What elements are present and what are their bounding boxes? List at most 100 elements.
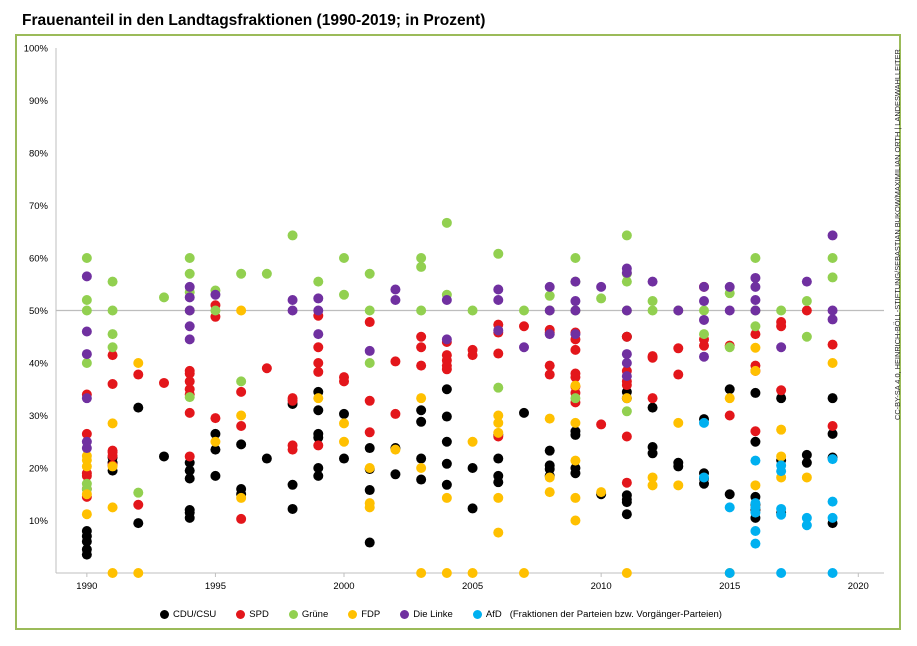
point-spd	[81, 428, 92, 439]
point-die-linke	[750, 272, 761, 283]
point-fdp	[133, 358, 144, 368]
point-spd	[313, 342, 324, 353]
point-die-linke	[184, 305, 195, 316]
point-fdp	[621, 393, 632, 404]
point-die-linke	[621, 349, 632, 360]
point-grüne	[827, 272, 838, 283]
point-cdu-csu	[287, 503, 298, 514]
point-spd	[210, 413, 221, 424]
legend-label: CDU/CSU	[173, 608, 217, 620]
point-fdp	[81, 450, 92, 461]
point-die-linke	[801, 276, 812, 287]
point-spd	[621, 431, 632, 442]
point-spd	[287, 393, 298, 404]
point-spd	[750, 426, 761, 437]
point-grüne	[81, 478, 92, 489]
point-cdu-csu	[750, 436, 761, 447]
point-fdp	[210, 436, 221, 447]
legend-item-grüne: Grüne	[288, 609, 328, 620]
x-tick-label: 1990	[76, 581, 97, 592]
point-cdu-csu	[493, 453, 504, 464]
point-fdp	[236, 492, 247, 503]
point-die-linke	[313, 293, 324, 304]
point-cdu-csu	[313, 470, 324, 481]
point-cdu-csu	[184, 465, 195, 476]
point-fdp	[596, 487, 607, 498]
point-cdu-csu	[313, 463, 324, 473]
point-fdp	[673, 417, 684, 428]
point-fdp	[724, 393, 735, 404]
point-grüne	[236, 376, 247, 387]
point-afd	[776, 503, 787, 514]
point-die-linke	[621, 305, 632, 316]
point-cdu-csu	[339, 453, 349, 464]
point-fdp	[493, 410, 504, 421]
y-tick-label: 60%	[29, 254, 49, 265]
point-spd	[184, 384, 195, 395]
point-die-linke	[570, 329, 581, 340]
point-grüne	[287, 230, 298, 241]
point-spd	[236, 386, 247, 397]
legend-marker	[348, 609, 358, 619]
point-spd	[673, 343, 684, 354]
point-cdu-csu	[441, 436, 452, 447]
legend-item-cdu-csu: CDU/CSU	[160, 609, 216, 620]
point-fdp	[673, 480, 684, 491]
point-fdp	[467, 436, 478, 447]
point-spd	[467, 344, 478, 355]
point-die-linke	[313, 329, 324, 340]
point-grüne	[133, 487, 144, 498]
point-die-linke	[184, 321, 195, 332]
point-grüne	[493, 382, 504, 393]
point-die-linke	[287, 305, 298, 316]
point-fdp	[750, 365, 761, 376]
point-afd	[699, 417, 709, 428]
point-grüne	[647, 296, 658, 307]
point-fdp	[133, 568, 144, 578]
point-die-linke	[570, 305, 581, 316]
point-fdp	[570, 515, 581, 526]
point-spd	[313, 440, 324, 451]
point-die-linke	[699, 314, 709, 325]
point-cdu-csu	[827, 393, 838, 404]
point-grüne	[184, 253, 195, 263]
point-spd	[416, 342, 427, 353]
point-die-linke	[441, 334, 452, 345]
y-tick-label: 30%	[29, 411, 49, 422]
point-grüne	[339, 289, 349, 300]
point-spd	[261, 363, 272, 374]
point-spd	[673, 369, 684, 380]
point-spd	[184, 376, 195, 387]
point-spd	[287, 440, 298, 451]
point-cdu-csu	[416, 416, 427, 427]
legend-marker	[288, 609, 298, 619]
point-grüne	[313, 276, 324, 287]
point-spd	[570, 368, 581, 379]
point-cdu-csu	[519, 407, 529, 418]
point-grüne	[570, 393, 581, 404]
point-fdp	[416, 568, 427, 578]
point-die-linke	[570, 276, 581, 287]
point-cdu-csu	[750, 387, 761, 398]
point-fdp	[107, 568, 118, 578]
point-spd	[364, 317, 375, 328]
point-cdu-csu	[673, 457, 684, 468]
point-cdu-csu	[390, 469, 401, 480]
point-cdu-csu	[416, 453, 427, 464]
point-spd	[107, 350, 118, 361]
point-die-linke	[544, 281, 555, 292]
point-die-linke	[81, 326, 92, 337]
point-cdu-csu	[236, 484, 247, 494]
point-fdp	[750, 342, 761, 353]
point-cdu-csu	[364, 443, 375, 454]
point-afd	[827, 454, 838, 465]
point-die-linke	[184, 292, 195, 303]
point-die-linke	[750, 305, 761, 316]
point-cdu-csu	[261, 453, 272, 464]
chart-frame	[15, 34, 901, 630]
legend-marker	[236, 609, 246, 619]
point-die-linke	[596, 281, 607, 292]
point-spd	[776, 385, 787, 396]
point-spd	[390, 408, 401, 419]
